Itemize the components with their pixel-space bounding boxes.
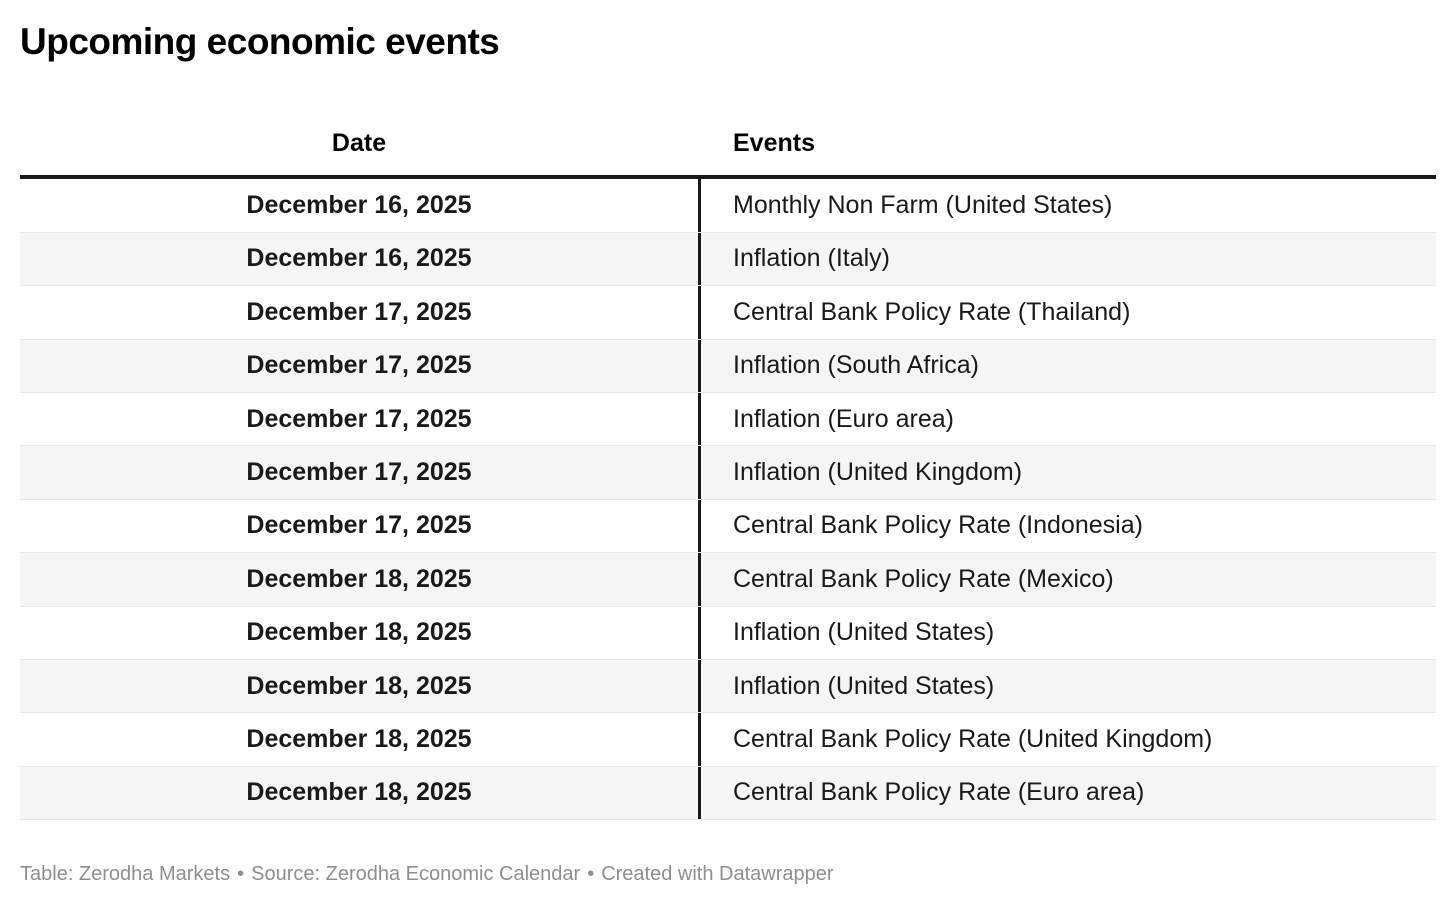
event-cell-text: Inflation (Euro area): [733, 404, 954, 433]
date-cell: December 17, 2025: [246, 404, 472, 433]
table-row: December 17, 2025 Inflation (United King…: [20, 446, 1436, 500]
event-cell: Monthly Non Farm (United States): [698, 179, 1436, 232]
date-cell: December 17, 2025: [246, 297, 472, 326]
table-body: December 16, 2025 Monthly Non Farm (Unit…: [20, 179, 1436, 821]
table-row: December 18, 2025 Central Bank Policy Ra…: [20, 713, 1436, 767]
table-row: December 18, 2025 Inflation (United Stat…: [20, 606, 1436, 660]
event-cell: Inflation (South Africa): [698, 339, 1436, 392]
date-cell: December 18, 2025: [246, 618, 472, 647]
date-cell: December 18, 2025: [246, 671, 472, 700]
event-cell-text: Central Bank Policy Rate (Thailand): [733, 297, 1131, 326]
column-header-date: Date: [331, 129, 387, 158]
event-cell: Inflation (United Kingdom): [698, 446, 1436, 499]
table-row: December 16, 2025 Inflation (Italy): [20, 232, 1436, 287]
event-cell-text: Central Bank Policy Rate (United Kingdom…: [733, 724, 1213, 753]
table-row: December 17, 2025 Inflation (Euro area): [20, 392, 1436, 447]
event-cell: Central Bank Policy Rate (Thailand): [698, 286, 1436, 339]
table-credit: Table: Zerodha Markets: [20, 863, 231, 886]
table-row: December 18, 2025 Central Bank Policy Ra…: [20, 553, 1436, 607]
table-row: December 18, 2025 Inflation (United Stat…: [20, 659, 1436, 714]
date-cell: December 17, 2025: [246, 511, 472, 540]
date-cell: December 17, 2025: [246, 458, 472, 487]
event-cell: Central Bank Policy Rate (Indonesia): [698, 499, 1436, 553]
event-cell-text: Central Bank Policy Rate (Euro area): [733, 778, 1145, 807]
page-title: Upcoming economic events: [20, 21, 500, 62]
event-cell-text: Inflation (United States): [733, 618, 995, 647]
footer-separator: •: [237, 863, 245, 886]
table-row: December 18, 2025 Central Bank Policy Ra…: [20, 766, 1436, 821]
event-cell: Central Bank Policy Rate (Mexico): [698, 553, 1436, 606]
event-cell-text: Inflation (South Africa): [733, 351, 979, 380]
date-cell: December 16, 2025: [246, 191, 472, 220]
event-cell-text: Monthly Non Farm (United States): [733, 191, 1113, 220]
table-header-row: Date Events: [20, 128, 1436, 180]
event-cell: Inflation (United States): [698, 606, 1436, 659]
event-cell: Inflation (Italy): [698, 232, 1436, 286]
date-cell: December 16, 2025: [246, 244, 472, 273]
table-row: December 17, 2025 Central Bank Policy Ra…: [20, 499, 1436, 554]
date-cell: December 17, 2025: [246, 351, 472, 380]
event-cell-text: Inflation (United States): [733, 671, 995, 700]
date-cell: December 18, 2025: [246, 724, 472, 753]
event-cell-text: Central Bank Policy Rate (Indonesia): [733, 511, 1143, 540]
event-cell-text: Inflation (United Kingdom): [733, 458, 1023, 487]
source-credit: Source: Zerodha Economic Calendar: [251, 863, 581, 886]
table-row: December 17, 2025 Inflation (South Afric…: [20, 339, 1436, 393]
column-header-events: Events: [733, 129, 815, 158]
event-cell-text: Inflation (Italy): [733, 244, 891, 273]
created-credit: Created with Datawrapper: [601, 863, 834, 886]
footer-credits: Table: Zerodha Markets • Source: Zerodha E…: [20, 862, 1436, 886]
event-cell: Inflation (United States): [698, 659, 1436, 713]
event-cell-text: Central Bank Policy Rate (Mexico): [733, 564, 1114, 593]
event-cell: Central Bank Policy Rate (United Kingdom…: [698, 713, 1436, 766]
footer-separator: •: [587, 863, 595, 886]
event-cell: Central Bank Policy Rate (Euro area): [698, 766, 1436, 820]
date-cell: December 18, 2025: [246, 564, 472, 593]
event-cell: Inflation (Euro area): [698, 392, 1436, 446]
table-row: December 16, 2025 Monthly Non Farm (Unit…: [20, 179, 1436, 233]
date-cell: December 18, 2025: [246, 778, 472, 807]
table-row: December 17, 2025 Central Bank Policy Ra…: [20, 286, 1436, 340]
